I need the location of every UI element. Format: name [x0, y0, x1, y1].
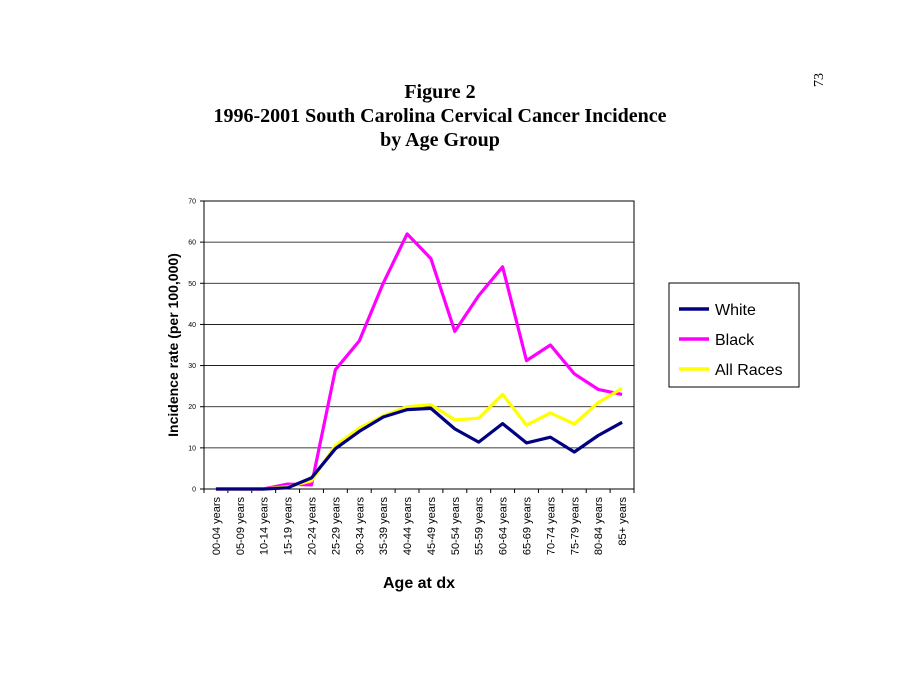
- x-tick-label: 45-49 years: [426, 497, 438, 556]
- x-tick-label: 35-39 years: [378, 497, 390, 556]
- gridlines: [204, 241, 634, 449]
- x-tick-label: 85+ years: [617, 497, 629, 546]
- y-tick-label: 70: [188, 199, 196, 206]
- legend-label: White: [715, 302, 756, 319]
- series-line-white: [215, 406, 623, 491]
- figure-title-line-2: 1996-2001 South Carolina Cervical Cancer…: [213, 105, 667, 127]
- y-tick-label: 30: [188, 363, 196, 370]
- x-tick-label: 65-69 years: [522, 497, 534, 556]
- x-tick-label: 70-74 years: [545, 497, 557, 556]
- x-tick-label: 20-24 years: [307, 497, 319, 556]
- x-tick-label: 50-54 years: [450, 497, 462, 556]
- legend: White Black All Races: [668, 282, 800, 388]
- series-line-black: [215, 232, 623, 491]
- legend-label: Black: [715, 332, 755, 349]
- y-tick-label: 50: [188, 281, 196, 288]
- legend-label: All Races: [715, 362, 783, 379]
- figure-title: Figure 2 1996-2001 South Carolina Cervic…: [140, 80, 740, 152]
- y-tick-label: 40: [188, 322, 196, 329]
- x-tick-label: 60-64 years: [498, 497, 510, 556]
- x-tick-label: 15-19 years: [283, 497, 295, 556]
- y-axis-ticks: 0 10 20 30 40 50 60 70: [188, 199, 204, 494]
- x-axis-ticks: 00-04 years 05-09 years 10-14 years 15-19 y…: [203, 489, 635, 556]
- x-tick-label: 05-09 years: [235, 497, 247, 556]
- figure-title-line-1: Figure 2: [404, 81, 476, 103]
- y-axis-title: Incidence rate (per 100,000): [165, 253, 181, 437]
- x-tick-label: 10-14 years: [259, 497, 271, 556]
- y-tick-label: 0: [192, 487, 196, 494]
- figure-title-line-3: by Age Group: [380, 129, 500, 151]
- series-line-all-races: [215, 386, 623, 491]
- x-tick-label: 40-44 years: [402, 497, 414, 556]
- y-tick-label: 20: [188, 404, 196, 411]
- series-lines: [215, 232, 623, 491]
- y-tick-label: 60: [188, 240, 196, 247]
- x-tick-label: 55-59 years: [474, 497, 486, 556]
- y-tick-label: 10: [188, 445, 196, 452]
- x-tick-label: 25-29 years: [330, 497, 342, 556]
- x-tick-label: 80-84 years: [593, 497, 605, 556]
- x-tick-label: 75-79 years: [569, 497, 581, 556]
- x-tick-label: 30-34 years: [354, 497, 366, 556]
- x-axis-title: Age at dx: [383, 575, 455, 592]
- x-tick-label: 00-04 years: [211, 497, 223, 556]
